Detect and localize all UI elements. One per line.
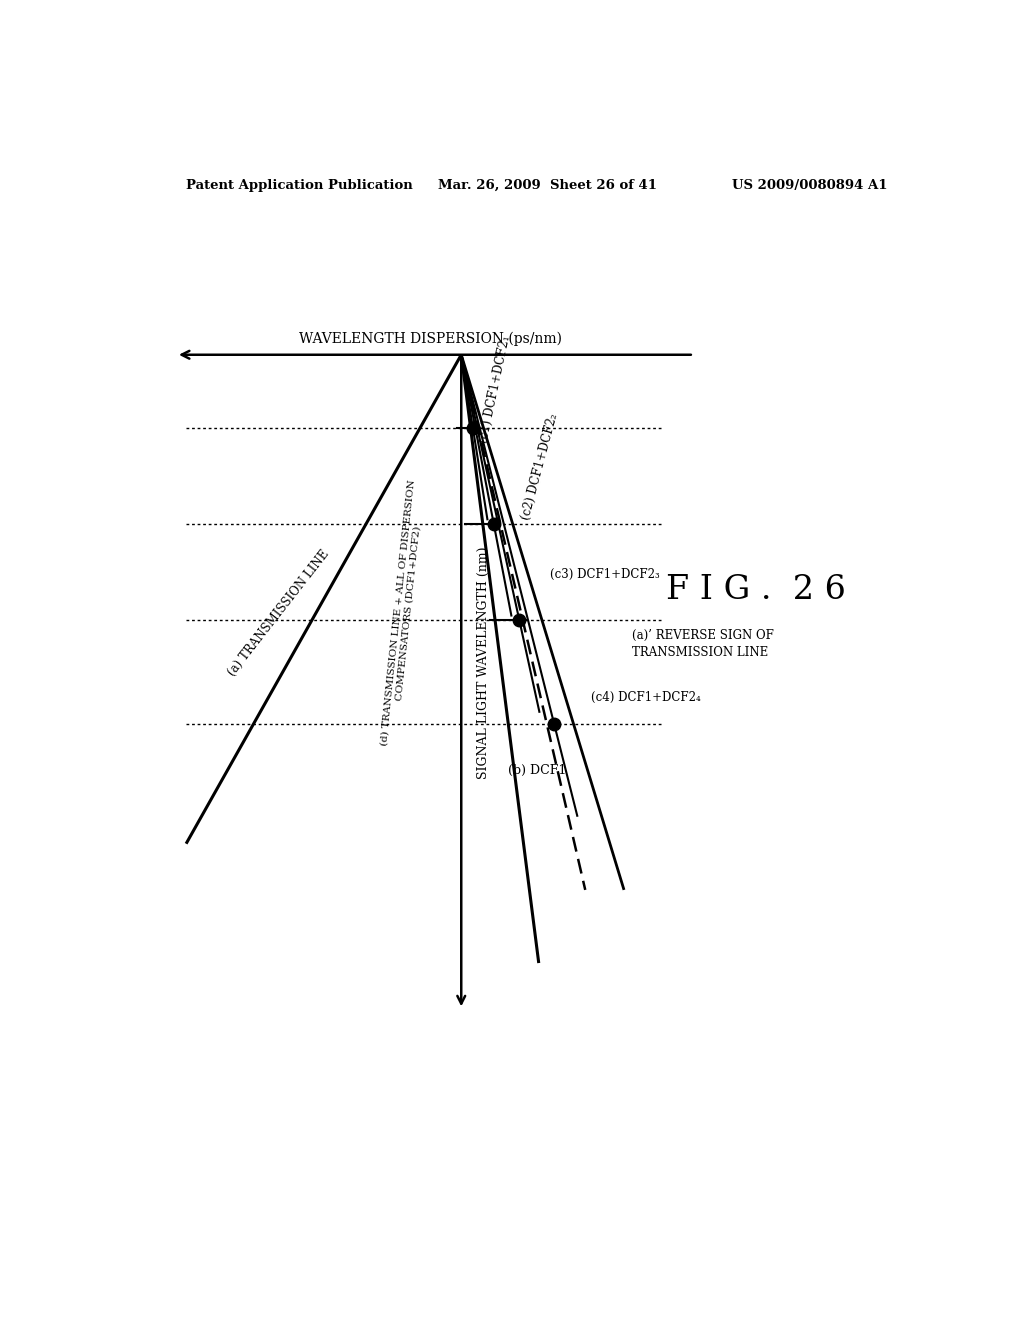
Text: (c4) DCF1+DCF2₄: (c4) DCF1+DCF2₄ xyxy=(592,690,701,704)
Text: WAVELENGTH DISPERSION (ps/nm): WAVELENGTH DISPERSION (ps/nm) xyxy=(299,331,562,346)
Text: (c2) DCF1+DCF2₂: (c2) DCF1+DCF2₂ xyxy=(519,412,560,521)
Text: (a)’ REVERSE SIGN OF
TRANSMISSION LINE: (a)’ REVERSE SIGN OF TRANSMISSION LINE xyxy=(632,628,773,659)
Text: (c3) DCF1+DCF2₃: (c3) DCF1+DCF2₃ xyxy=(550,568,660,581)
Text: US 2009/0080894 A1: US 2009/0080894 A1 xyxy=(732,180,888,193)
Text: (a) TRANSMISSION LINE: (a) TRANSMISSION LINE xyxy=(226,546,333,678)
Text: F I G .  2 6: F I G . 2 6 xyxy=(666,574,846,606)
Text: Patent Application Publication: Patent Application Publication xyxy=(186,180,413,193)
Text: Mar. 26, 2009  Sheet 26 of 41: Mar. 26, 2009 Sheet 26 of 41 xyxy=(438,180,657,193)
Text: (d) TRANSMISSION LINE + ALL OF DISPERSION
COMPENSATORS (DCF1+DCF2): (d) TRANSMISSION LINE + ALL OF DISPERSIO… xyxy=(379,479,427,747)
Text: (c1) DCF1+DCF2₁: (c1) DCF1+DCF2₁ xyxy=(477,334,512,445)
Text: (b) DCF1: (b) DCF1 xyxy=(508,764,566,777)
Text: SIGNAL LIGHT WAVELENGTH (nm): SIGNAL LIGHT WAVELENGTH (nm) xyxy=(477,546,489,779)
